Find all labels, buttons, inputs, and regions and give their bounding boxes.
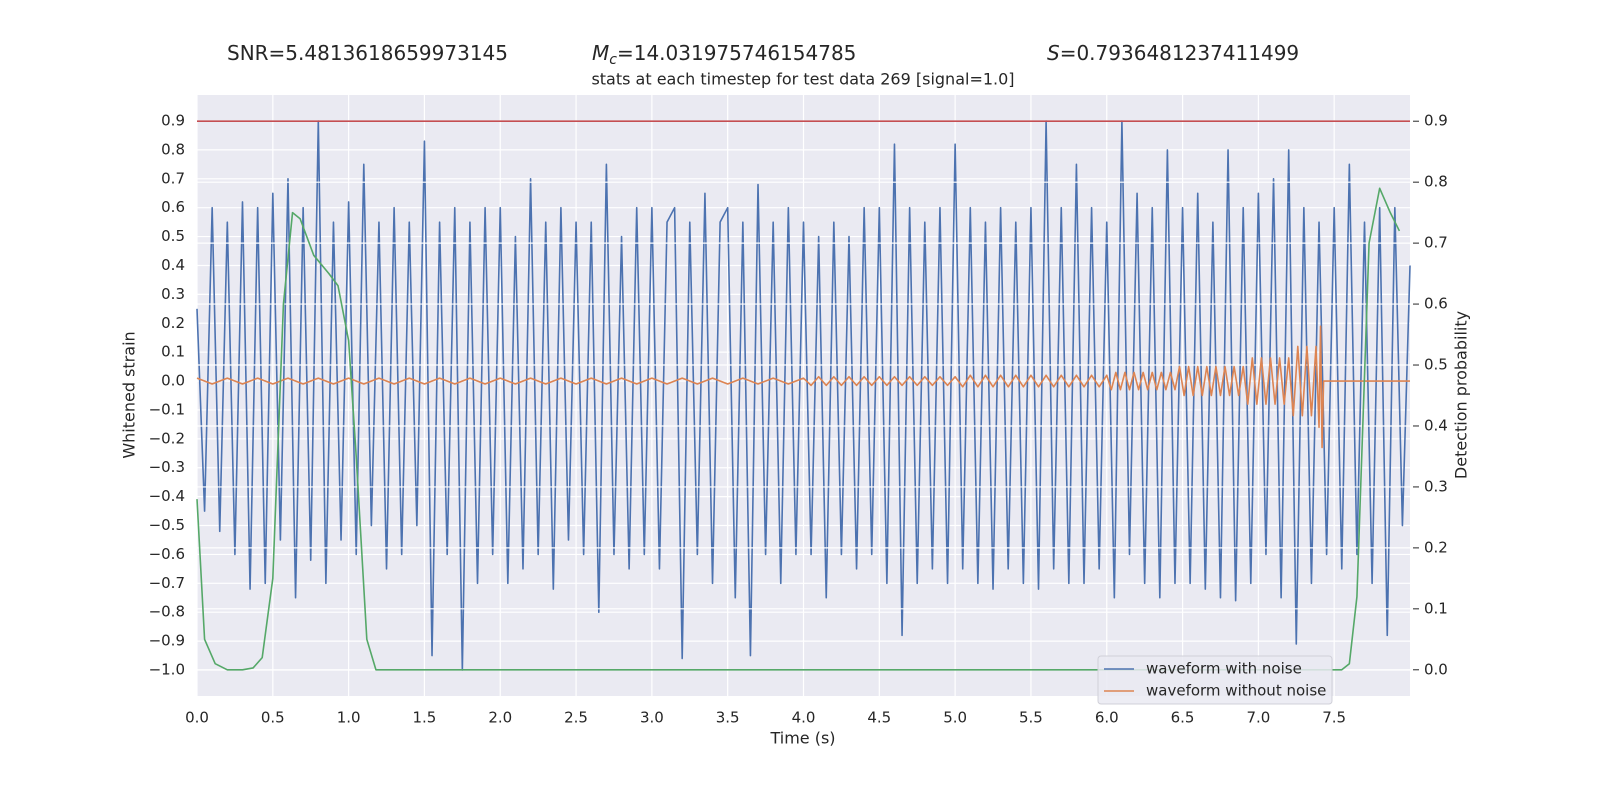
y2-tick-label: 0.3 <box>1424 477 1448 495</box>
y-tick-label: 0.5 <box>161 227 185 245</box>
annotation: S=0.7936481237411499 <box>1047 41 1299 65</box>
annotation-symbol: S <box>1047 41 1060 65</box>
y-tick-label: 0.3 <box>161 285 185 303</box>
series-line <box>196 120 1411 671</box>
y2-tick-label: 0.8 <box>1424 173 1448 191</box>
legend-label: waveform without noise <box>1146 682 1326 700</box>
x-tick-label: 2.5 <box>564 709 588 727</box>
x-tick-label: 5.0 <box>943 709 967 727</box>
annotation-text: SNR=5.4813618659973145 <box>227 41 508 65</box>
annotation-text: =0.7936481237411499 <box>1060 41 1299 65</box>
legend: waveform with noise waveform without nois… <box>1097 655 1333 705</box>
x-tick-label: 5.5 <box>1019 709 1043 727</box>
x-tick-label: 4.0 <box>792 709 816 727</box>
y-tick-label: 0.2 <box>161 314 185 332</box>
y-tick-label: 0.4 <box>161 256 185 274</box>
series-line <box>196 187 1401 671</box>
y-tick-label: −0.6 <box>149 545 185 563</box>
x-tick-label: 3.0 <box>640 709 664 727</box>
annotation-text: =14.031975746154785 <box>617 41 856 65</box>
y2-tick-label: 0.0 <box>1424 660 1448 678</box>
x-tick-label: 7.5 <box>1322 709 1346 727</box>
y-tick-label: −1.0 <box>149 660 185 678</box>
y2-tick-label: 0.2 <box>1424 538 1448 556</box>
y-tick-label: −0.5 <box>149 516 185 534</box>
y-tick-label: −0.9 <box>149 632 185 650</box>
y2-axis-label: Detection probability <box>1452 311 1471 479</box>
x-tick-label: 0.5 <box>261 709 285 727</box>
x-tick-label: 1.5 <box>413 709 437 727</box>
x-tick-label: 6.5 <box>1171 709 1195 727</box>
x-tick-label: 2.0 <box>488 709 512 727</box>
y2-tick-label: 0.9 <box>1424 112 1448 130</box>
x-tick-label: 0.0 <box>185 709 209 727</box>
annotation: Mc=14.031975746154785 <box>592 41 856 69</box>
x-tick-label: 6.0 <box>1095 709 1119 727</box>
y-tick-label: 0.8 <box>161 140 185 158</box>
y2-tick-label: 0.1 <box>1424 599 1448 617</box>
annotation: SNR=5.4813618659973145 <box>227 41 508 65</box>
y2-tick-label: 0.4 <box>1424 416 1448 434</box>
x-axis-label: Time (s) <box>769 729 835 748</box>
x-tick-label: 7.0 <box>1246 709 1270 727</box>
annotation-subscript: c <box>609 52 617 68</box>
legend-box <box>1097 655 1333 705</box>
y-tick-label: −0.2 <box>149 429 185 447</box>
y-tick-label: −0.1 <box>149 400 185 418</box>
annotation-symbol: M <box>592 41 609 65</box>
chart-title: stats at each timestep for test data 269… <box>591 70 1014 89</box>
y-tick-label: −0.3 <box>149 458 185 476</box>
x-tick-label: 3.5 <box>716 709 740 727</box>
y-tick-label: −0.8 <box>149 603 185 621</box>
x-tick-label: 4.5 <box>867 709 891 727</box>
y-tick-label: −0.4 <box>149 487 185 505</box>
y2-tick-label: 0.5 <box>1424 356 1448 374</box>
y-tick-label: 0.7 <box>161 169 185 187</box>
y-tick-label: −0.7 <box>149 574 185 592</box>
series-line <box>196 325 1410 449</box>
x-tick-label: 1.0 <box>337 709 361 727</box>
y-tick-label: 0.6 <box>161 198 185 216</box>
legend-label: waveform with noise <box>1146 660 1302 678</box>
y2-tick-label: 0.6 <box>1424 295 1448 313</box>
y-tick-label: 0.1 <box>161 343 185 361</box>
y2-tick-label: 0.7 <box>1424 234 1448 252</box>
y-tick-label: 0.0 <box>161 372 185 390</box>
y-tick-label: 0.9 <box>161 112 185 130</box>
y-axis-label: Whitened strain <box>120 331 139 458</box>
